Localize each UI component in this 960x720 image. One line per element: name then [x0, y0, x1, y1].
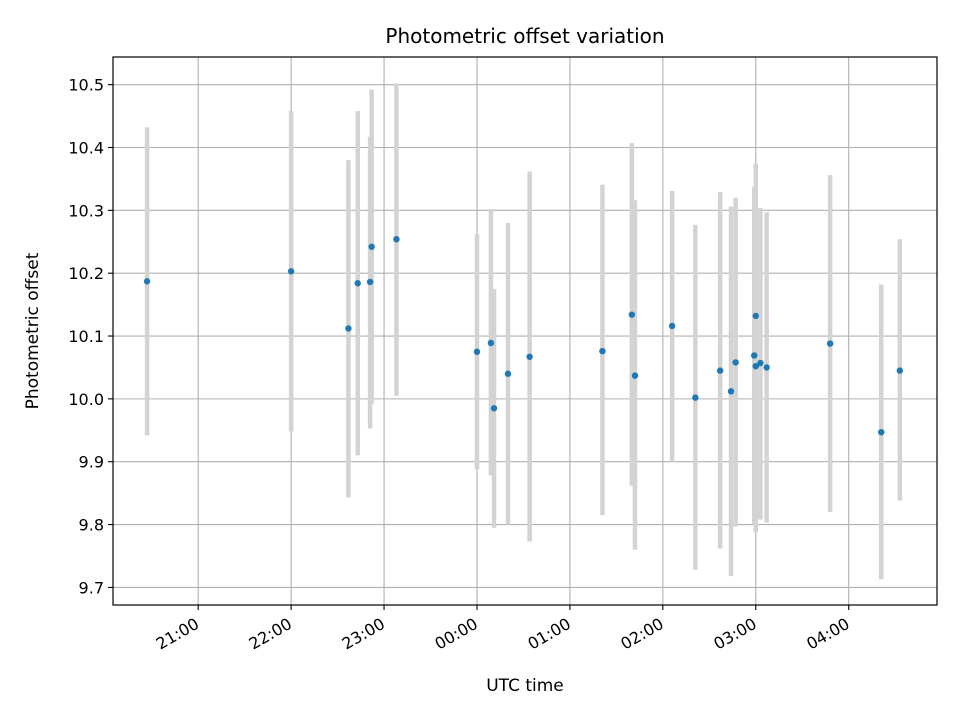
data-point [732, 359, 739, 366]
data-point [752, 312, 759, 320]
y-tick-label: 10.4 [68, 138, 104, 157]
data-point [751, 352, 758, 359]
data-point [354, 280, 361, 287]
data-point [490, 405, 498, 412]
data-point [692, 394, 699, 401]
data-point [504, 370, 512, 377]
y-axis-ticks: 9.7 9.8 9.9 10.0 10.1 10.2 10.3 10.4 10.5 [68, 76, 113, 597]
chart-title: Photometric offset variation [385, 24, 664, 48]
y-tick-label: 10.0 [68, 390, 104, 409]
plot-frame [112, 56, 938, 606]
data-point [757, 359, 764, 367]
data-point [287, 268, 295, 275]
y-axis-label: Photometric offset [23, 252, 43, 409]
data-point [631, 372, 639, 379]
data-point [599, 347, 606, 355]
data-point [878, 428, 885, 436]
y-tick-label: 9.8 [79, 516, 104, 535]
data-point [473, 348, 481, 355]
y-tick-label: 9.7 [79, 578, 104, 597]
data-point [143, 278, 151, 285]
data-point [716, 367, 724, 374]
data-point [727, 388, 735, 395]
data-point [366, 278, 374, 286]
data-point [628, 311, 636, 318]
data-point [668, 322, 676, 330]
y-tick-label: 10.2 [68, 264, 104, 283]
x-axis-label: UTC time [486, 676, 564, 696]
data-point [368, 243, 375, 250]
data-point [393, 236, 400, 243]
data-point [526, 353, 533, 360]
data-point [752, 362, 759, 370]
data-point [763, 364, 770, 371]
data-point [487, 339, 495, 347]
y-tick-label: 10.3 [68, 201, 104, 220]
data-points [143, 236, 904, 436]
data-point [826, 340, 834, 347]
y-tick-label: 9.9 [79, 453, 104, 472]
y-tick-label: 10.5 [68, 76, 104, 95]
y-tick-label: 10.1 [68, 327, 104, 346]
data-point [896, 367, 904, 374]
data-point [345, 325, 352, 332]
